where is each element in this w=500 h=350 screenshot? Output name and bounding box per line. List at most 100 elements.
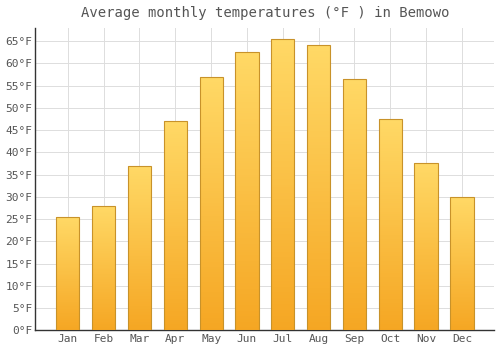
Bar <box>307 259 330 262</box>
Bar <box>378 134 402 136</box>
Bar <box>56 230 80 232</box>
Bar <box>56 265 80 266</box>
Bar <box>450 292 473 293</box>
Bar <box>200 206 223 209</box>
Bar <box>92 328 116 329</box>
Bar <box>307 211 330 214</box>
Bar <box>128 226 151 228</box>
Bar <box>236 291 258 294</box>
Bar <box>343 157 366 159</box>
Bar <box>343 117 366 119</box>
Bar <box>307 88 330 91</box>
Bar <box>200 323 223 325</box>
Bar <box>92 274 116 275</box>
Bar <box>128 187 151 189</box>
Bar <box>92 297 116 298</box>
Bar <box>343 252 366 255</box>
Bar <box>128 289 151 291</box>
Bar <box>236 255 258 258</box>
Bar <box>164 276 187 278</box>
Bar <box>128 276 151 278</box>
Bar <box>378 271 402 273</box>
Bar <box>307 182 330 185</box>
Bar <box>56 301 80 302</box>
Bar <box>128 294 151 296</box>
Bar <box>450 269 473 270</box>
Bar <box>200 153 223 155</box>
Bar <box>450 206 473 208</box>
Bar <box>164 123 187 125</box>
Bar <box>56 234 80 235</box>
Bar <box>378 282 402 284</box>
Bar <box>343 99 366 102</box>
Bar <box>343 215 366 217</box>
Bar <box>450 225 473 226</box>
Bar <box>343 104 366 106</box>
Bar <box>164 297 187 299</box>
Bar <box>92 300 116 302</box>
Bar <box>378 223 402 225</box>
Bar <box>378 256 402 258</box>
Bar <box>343 91 366 94</box>
Bar <box>378 313 402 315</box>
Bar <box>378 210 402 212</box>
Bar <box>450 239 473 241</box>
Bar <box>164 169 187 171</box>
Bar <box>56 242 80 243</box>
Bar <box>200 155 223 158</box>
Bar <box>92 236 116 237</box>
Bar <box>271 243 294 246</box>
Bar <box>128 177 151 179</box>
Bar <box>128 225 151 226</box>
Bar <box>378 248 402 250</box>
Bar <box>128 329 151 330</box>
Bar <box>56 326 80 327</box>
Bar <box>271 132 294 135</box>
Bar <box>164 132 187 134</box>
Bar <box>164 146 187 148</box>
Bar <box>92 271 116 272</box>
Bar <box>200 262 223 264</box>
Bar <box>128 170 151 172</box>
Bar <box>307 231 330 233</box>
Bar <box>307 293 330 296</box>
Bar <box>56 259 80 260</box>
Bar <box>164 299 187 301</box>
Bar <box>164 318 187 320</box>
Bar <box>128 190 151 192</box>
Bar <box>56 271 80 272</box>
Bar <box>56 309 80 310</box>
Bar <box>56 285 80 286</box>
Bar <box>128 312 151 314</box>
Bar <box>271 240 294 243</box>
Bar <box>56 217 80 330</box>
Bar <box>92 228 116 229</box>
Bar <box>200 224 223 226</box>
Bar <box>271 263 294 266</box>
Bar <box>164 190 187 192</box>
Bar <box>92 215 116 216</box>
Bar <box>200 196 223 198</box>
Bar <box>450 310 473 312</box>
Bar <box>92 309 116 310</box>
Bar <box>307 313 330 316</box>
Bar <box>164 217 187 219</box>
Bar <box>128 231 151 233</box>
Bar <box>414 190 438 192</box>
Bar <box>200 120 223 122</box>
Bar <box>414 280 438 282</box>
Bar <box>200 221 223 224</box>
Bar <box>414 187 438 188</box>
Bar <box>128 179 151 181</box>
Bar <box>128 320 151 322</box>
Bar <box>343 174 366 177</box>
Bar <box>378 252 402 254</box>
Bar <box>56 280 80 281</box>
Bar <box>200 140 223 142</box>
Bar <box>450 303 473 305</box>
Bar <box>92 229 116 231</box>
Bar <box>271 59 294 62</box>
Bar <box>343 300 366 303</box>
Bar <box>450 266 473 267</box>
Bar <box>92 318 116 319</box>
